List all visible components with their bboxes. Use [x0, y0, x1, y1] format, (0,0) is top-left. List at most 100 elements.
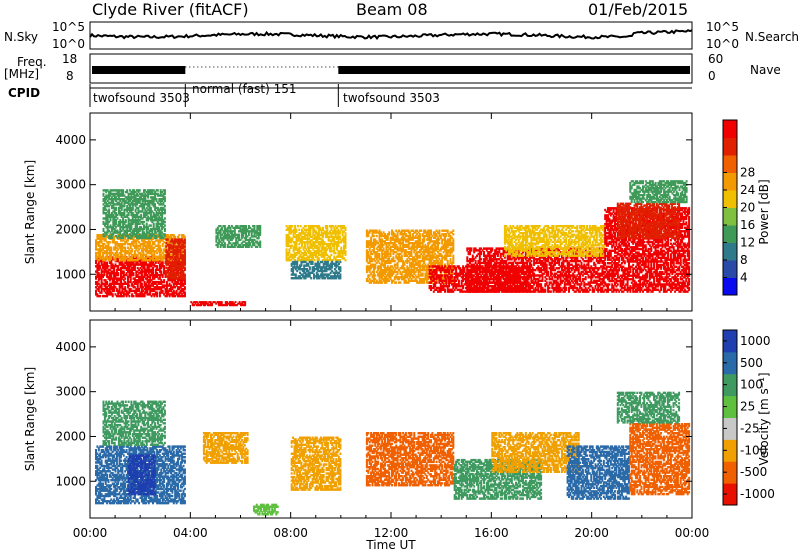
- power-cell: [339, 261, 341, 263]
- power-cell: [167, 238, 169, 240]
- power-cell: [131, 248, 133, 250]
- power-cell: [184, 238, 186, 240]
- power-cell: [103, 228, 105, 230]
- power-cell: [125, 219, 127, 221]
- power-cell: [163, 241, 165, 243]
- power-cell: [115, 207, 117, 209]
- power-cell: [174, 236, 176, 238]
- power-cell: [117, 272, 119, 274]
- freq-trace: [92, 66, 690, 74]
- power-cell: [383, 247, 385, 249]
- power-cell: [296, 229, 298, 231]
- power-cell: [112, 293, 114, 295]
- power-cell: [124, 277, 126, 279]
- power-cell: [286, 248, 288, 250]
- power-cell: [163, 279, 165, 281]
- power-cell: [221, 301, 223, 303]
- power-cell: [310, 277, 312, 279]
- power-cell: [345, 232, 347, 234]
- power-cell: [164, 221, 166, 223]
- power-cell: [438, 242, 440, 244]
- power-cell: [326, 225, 328, 227]
- power-cell: [128, 295, 130, 297]
- power-cell: [164, 205, 166, 207]
- power-cell: [339, 236, 341, 238]
- power-cell: [184, 263, 186, 265]
- power-cell: [420, 230, 422, 232]
- power-cell: [162, 290, 164, 292]
- power-cell: [309, 266, 311, 268]
- power-cell: [133, 272, 135, 274]
- power-cell: [238, 234, 240, 236]
- power-cell: [106, 281, 108, 283]
- power-cell: [122, 189, 124, 191]
- power-cell: [164, 196, 166, 198]
- power-cell: [295, 273, 297, 275]
- power-cell: [167, 268, 169, 270]
- power-cell: [160, 248, 162, 250]
- power-cell: [143, 221, 145, 223]
- power-cell: [379, 253, 381, 255]
- freq-band-segment-3: [338, 66, 690, 74]
- power-cell: [345, 227, 347, 229]
- power-cell: [339, 273, 341, 275]
- power-cell: [156, 198, 158, 200]
- power-cell: [184, 245, 186, 247]
- power-cell: [244, 301, 246, 303]
- power-cell: [108, 265, 110, 267]
- power-cell: [117, 217, 119, 219]
- power-cell: [394, 260, 396, 262]
- power-cell: [395, 281, 397, 283]
- power-cell: [141, 283, 143, 285]
- power-cell: [314, 259, 316, 261]
- power-cell: [401, 255, 403, 257]
- power-cell: [182, 270, 184, 272]
- power-cell: [224, 225, 226, 227]
- power-cell: [376, 235, 378, 237]
- power-cell: [103, 193, 105, 195]
- power-cell: [296, 261, 298, 263]
- power-cell: [340, 247, 342, 249]
- power-cell: [106, 262, 108, 264]
- power-cell: [164, 224, 166, 226]
- power-cell: [164, 189, 166, 191]
- power-cell: [150, 207, 152, 209]
- power-cell: [150, 224, 152, 226]
- power-cell: [157, 189, 159, 191]
- power-cell: [374, 274, 376, 276]
- power-cell: [139, 189, 141, 191]
- power-cell: [156, 265, 158, 267]
- power-cell: [388, 231, 390, 233]
- power-cell: [159, 245, 161, 247]
- power-cell: [245, 225, 247, 227]
- power-cell: [438, 230, 440, 232]
- power-cell: [224, 242, 226, 244]
- power-cell: [140, 214, 142, 216]
- power-cell: [297, 225, 299, 227]
- power-cell: [156, 291, 158, 293]
- power-cell: [184, 236, 186, 238]
- power-cell: [110, 247, 112, 249]
- power-cell: [133, 295, 135, 297]
- nsky-series-line: [90, 30, 692, 38]
- power-cell: [345, 250, 347, 252]
- power-cell: [164, 228, 166, 230]
- power-cell: [99, 295, 101, 297]
- power-cell: [184, 286, 186, 288]
- power-cell: [312, 261, 314, 263]
- power-cell: [160, 270, 162, 272]
- power-cell: [392, 256, 394, 258]
- power-cell: [178, 234, 180, 236]
- power-cell: [113, 236, 115, 238]
- power-cell: [305, 225, 307, 227]
- power-cell: [128, 284, 130, 286]
- power-cell: [300, 225, 302, 227]
- power-cell: [327, 261, 329, 263]
- power-cell: [123, 270, 125, 272]
- power-cell: [126, 189, 128, 191]
- power-cell: [345, 259, 347, 261]
- power-cell: [124, 286, 126, 288]
- freq-band-segment-1: [92, 66, 185, 74]
- power-cell: [101, 234, 103, 236]
